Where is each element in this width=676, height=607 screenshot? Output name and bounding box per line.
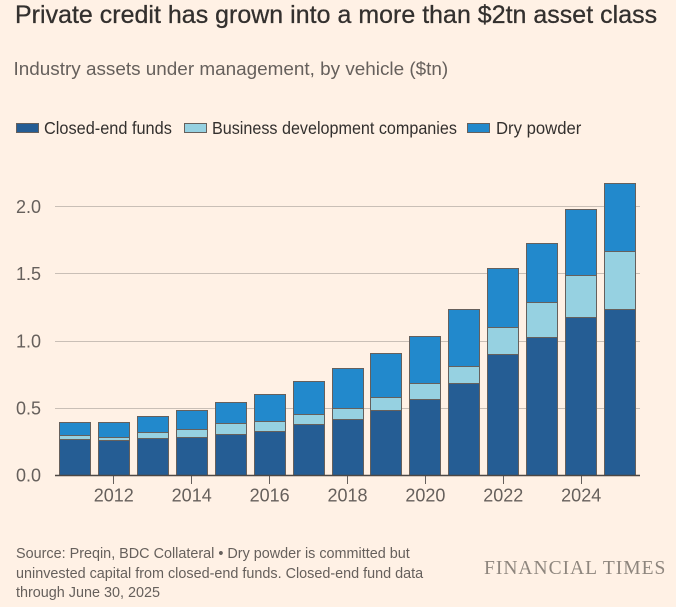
svg-text:2014: 2014 [172,485,212,505]
svg-text:1.5: 1.5 [16,264,41,284]
svg-text:1.0: 1.0 [16,331,41,351]
svg-text:2020: 2020 [405,485,445,505]
svg-text:2012: 2012 [94,485,134,505]
svg-text:0.5: 0.5 [16,399,41,419]
svg-text:2022: 2022 [483,485,523,505]
svg-text:2018: 2018 [327,485,367,505]
svg-text:2024: 2024 [561,485,601,505]
svg-text:0.0: 0.0 [16,466,41,486]
svg-text:2.0: 2.0 [16,197,41,217]
svg-text:2016: 2016 [250,485,290,505]
